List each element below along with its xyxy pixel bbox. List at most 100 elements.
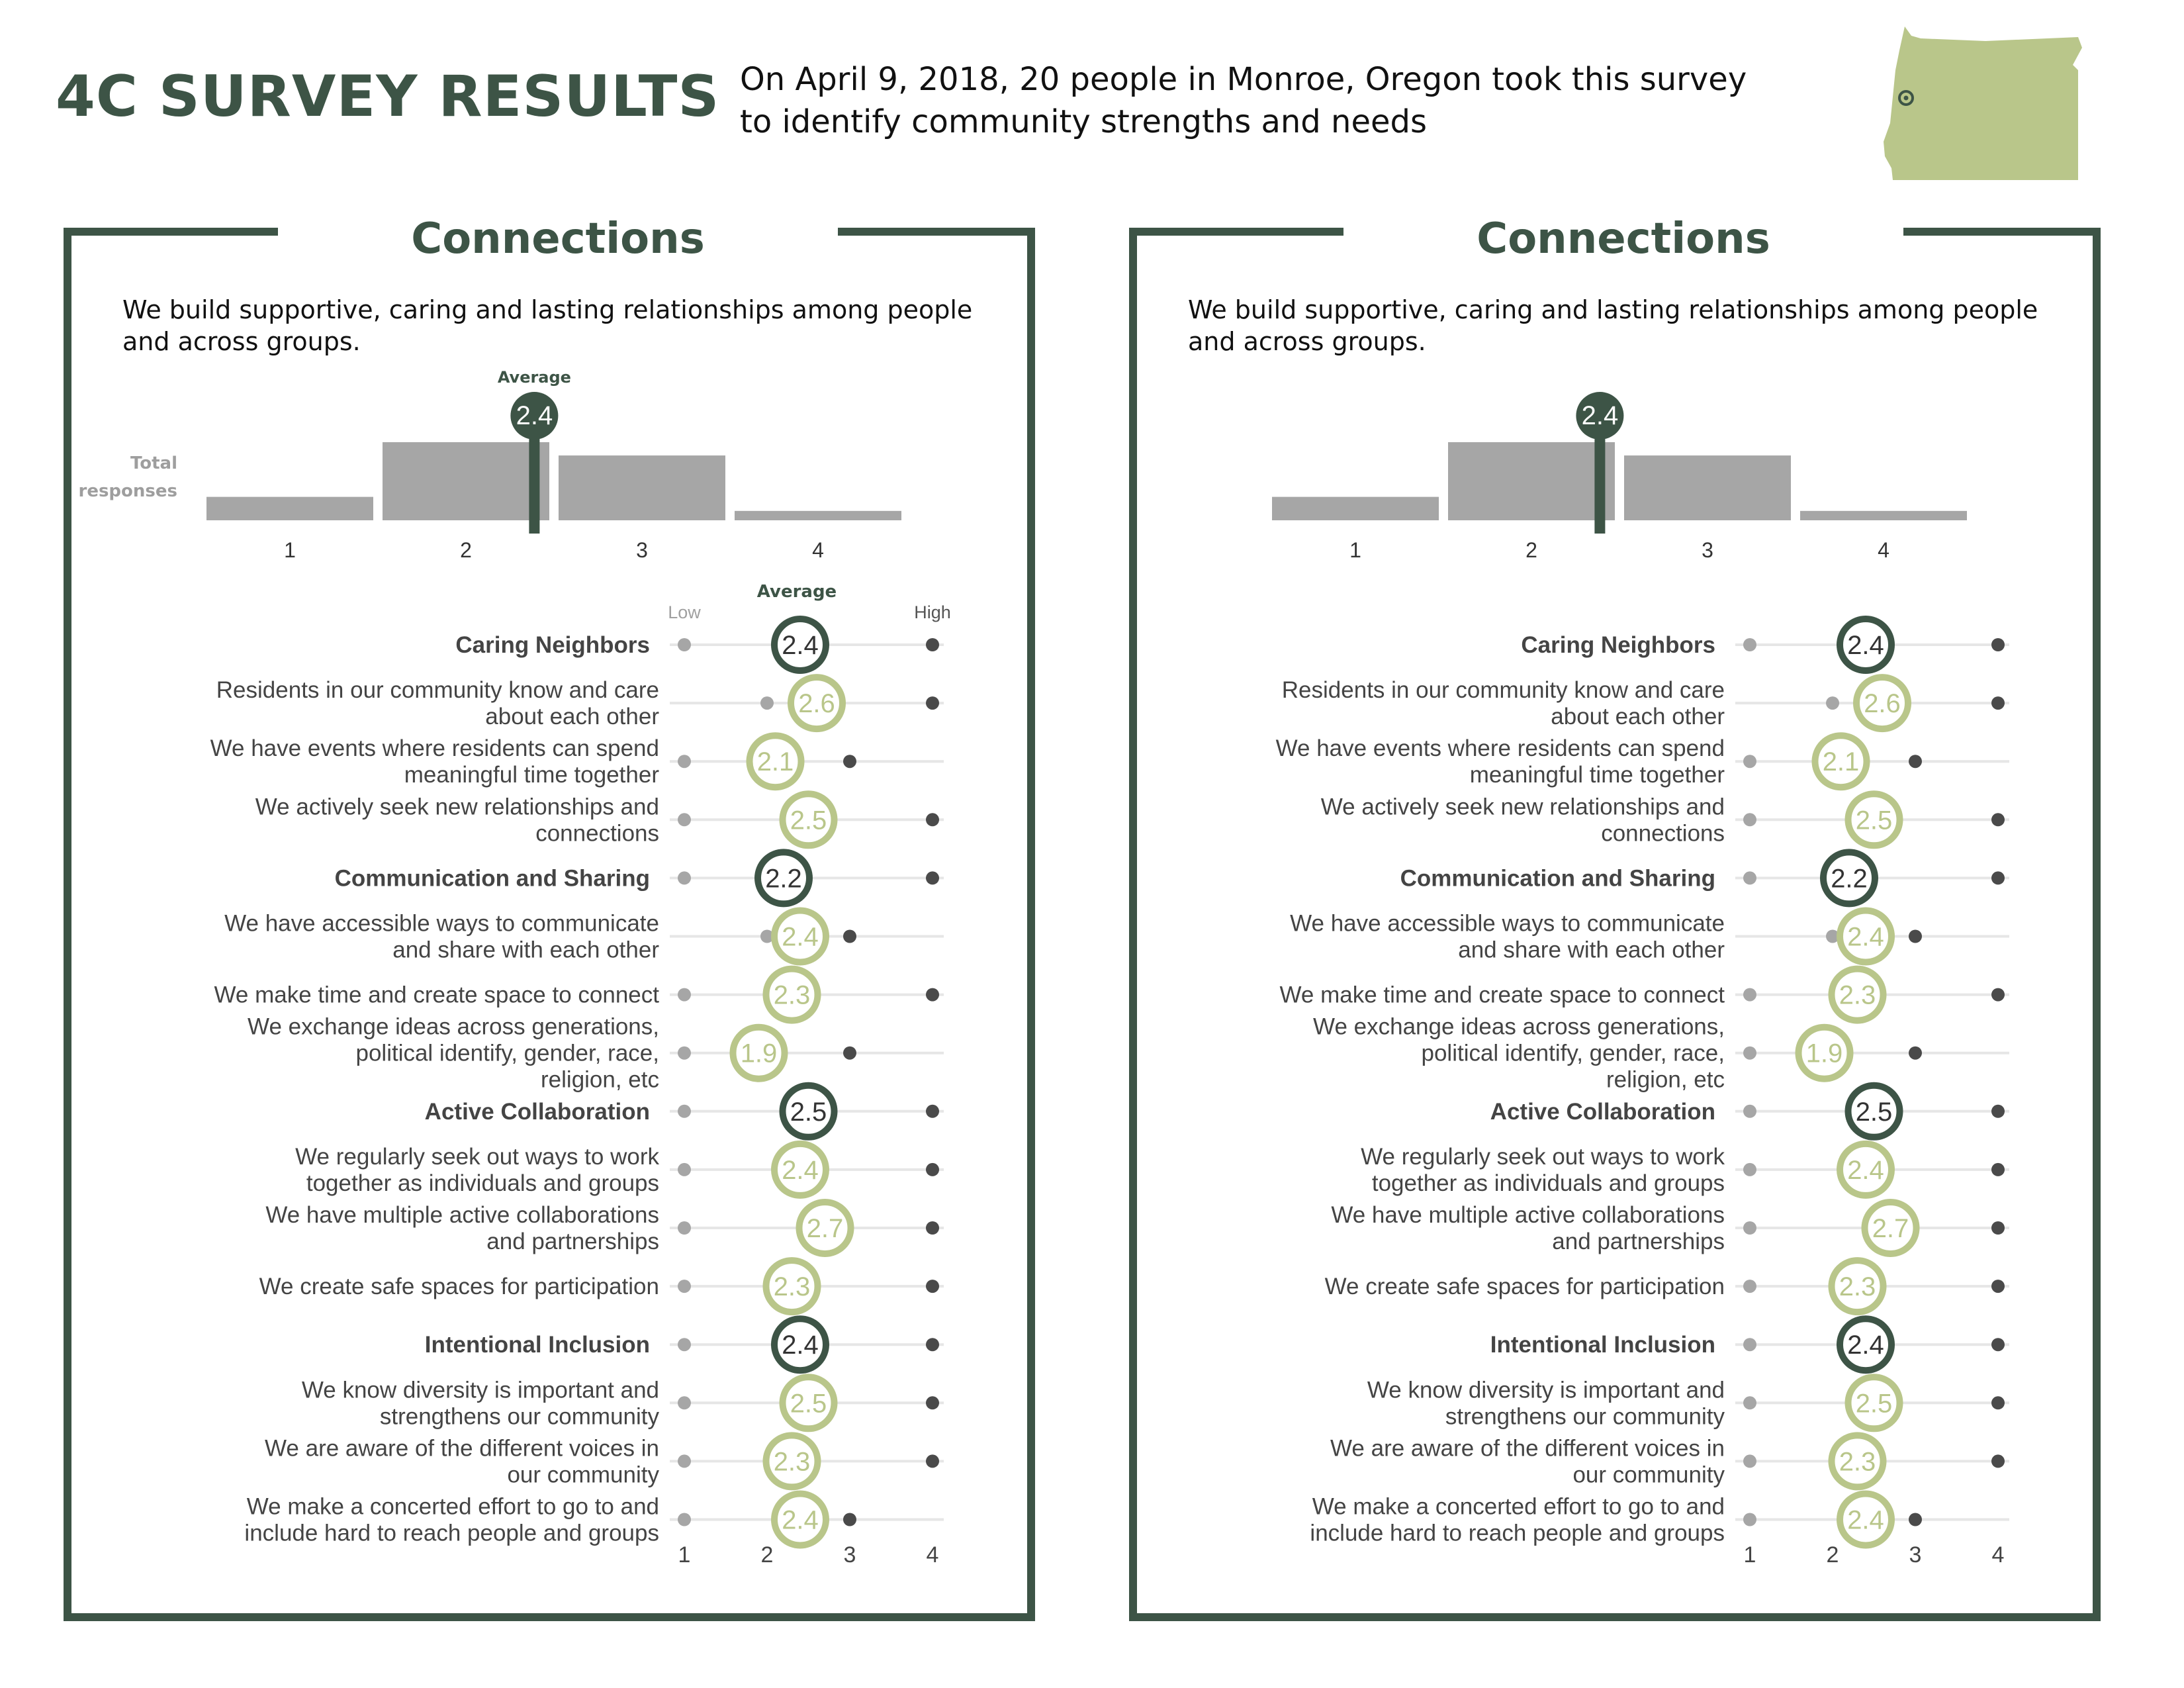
item-row: We make time and create space to connect…: [214, 965, 944, 1024]
high-score-dot: [926, 871, 939, 885]
average-score-ring: [746, 732, 805, 791]
low-score-dot: [1743, 1280, 1756, 1293]
dot-plot-tick-label: 1: [1744, 1542, 1756, 1568]
item-label: We have events where residents can spend: [210, 735, 659, 761]
item-label: meaningful time together: [1470, 762, 1725, 788]
item-row: We know diversity is important andstreng…: [302, 1374, 944, 1432]
high-score-dot: [1991, 1396, 2005, 1410]
average-score-value: 2.4: [782, 631, 819, 660]
item-label: We are aware of the different voices in: [1330, 1435, 1725, 1461]
category-row: Intentional Inclusion 2.4: [1490, 1315, 2009, 1374]
category-row: Intentional Inclusion 2.4: [425, 1315, 944, 1374]
low-score-dot: [1743, 1454, 1756, 1468]
item-label: We regularly seek out ways to work: [295, 1144, 659, 1170]
high-score-dot: [1991, 1280, 2005, 1293]
average-score-value: 2.7: [807, 1214, 844, 1243]
average-score-ring: [729, 1023, 788, 1082]
low-score-dot: [678, 988, 691, 1002]
average-score-value: 2.5: [790, 1098, 827, 1127]
low-score-dot: [1743, 1396, 1756, 1410]
item-row: We regularly seek out ways to worktogeth…: [1361, 1140, 2009, 1199]
average-score-ring: [1837, 907, 1895, 966]
bar-tick-label: 3: [636, 538, 648, 562]
average-score-value: 2.5: [790, 806, 827, 835]
high-score-dot: [1991, 988, 2005, 1002]
total-responses-bar-chart: 1 2 3 4 2.4 Average Total responses: [79, 368, 901, 562]
average-score-value: 2.3: [774, 1272, 811, 1301]
average-score-value: 2.4: [1847, 1331, 1884, 1360]
high-score-dot: [843, 1513, 856, 1526]
panel-title-wrap: Connections: [278, 209, 838, 269]
low-score-dot: [678, 813, 691, 827]
category-row: Active Collaboration 2.5: [1490, 1082, 2009, 1141]
item-row: We actively seek new relationships andco…: [255, 790, 944, 849]
average-score-value: 2.3: [1839, 1447, 1876, 1476]
location-marker-dot: [1903, 95, 1909, 101]
item-row: We actively seek new relationships andco…: [1321, 790, 2009, 849]
high-score-dot: [926, 813, 939, 827]
average-score-ring: [762, 1432, 821, 1491]
panel-description-line-1: We build supportive, caring and lasting …: [122, 295, 973, 324]
category-row: Caring Neighbors 2.4: [455, 616, 944, 674]
average-score-ring: [762, 1257, 821, 1316]
dot-plot-tick-label: 2: [761, 1542, 774, 1568]
average-score-ring: [771, 1140, 829, 1199]
average-score-value: 2.7: [1872, 1214, 1909, 1243]
category-row: Active Collaboration 2.5: [425, 1082, 944, 1141]
high-score-dot: [1991, 813, 2005, 827]
high-score-dot: [1909, 929, 1922, 943]
item-label: include hard to reach people and groups: [244, 1521, 659, 1546]
item-label: our community: [507, 1462, 659, 1487]
panel-description-line-2: and across groups.: [122, 327, 361, 356]
responses-caption: responses: [79, 481, 178, 501]
panel-description-line-2: and across groups.: [1188, 327, 1426, 356]
item-label: political identify, gender, race,: [1421, 1041, 1725, 1066]
low-score-dot: [1743, 638, 1756, 651]
average-score-value: 1.9: [1806, 1039, 1843, 1068]
item-row: Residents in our community know and care…: [1282, 674, 2009, 733]
category-label: Communication and Sharing: [335, 865, 650, 891]
average-score-ring: [754, 849, 813, 908]
high-score-dot: [1991, 1104, 2005, 1118]
page-title: 4C SURVEY RESULTS: [56, 64, 720, 130]
category-label: Caring Neighbors: [1521, 632, 1715, 658]
item-label: our community: [1572, 1462, 1725, 1487]
average-score-value: 2.5: [790, 1389, 827, 1418]
item-row: We make a concerted effort to go to andi…: [1310, 1490, 2009, 1549]
high-score-dot: [1991, 1221, 2005, 1235]
item-label: Residents in our community know and care: [216, 677, 659, 703]
response-bar-1: [1272, 496, 1439, 520]
average-score-ring: [1844, 1082, 1903, 1141]
average-score-value: 2.1: [1823, 747, 1860, 776]
high-score-dot: [1909, 1046, 1922, 1060]
total-caption: Total: [130, 453, 177, 473]
category-label: Caring Neighbors: [455, 632, 650, 658]
low-score-dot: [678, 1046, 691, 1060]
item-label: and share with each other: [392, 937, 659, 963]
response-bar-1: [206, 496, 373, 520]
low-score-dot: [678, 1162, 691, 1176]
average-score-ring: [779, 1374, 838, 1432]
average-score-value: 2.4: [782, 923, 819, 952]
item-label: about each other: [485, 704, 659, 729]
item-label: We exchange ideas across generations,: [1313, 1014, 1725, 1040]
category-label: Active Collaboration: [1490, 1099, 1715, 1125]
average-score-value: 2.5: [1856, 806, 1893, 835]
low-score-dot: [678, 871, 691, 885]
low-score-dot: [678, 1280, 691, 1293]
connections-panel-right: Connections We build supportive, caring …: [1129, 209, 2101, 1621]
item-label: and share with each other: [1458, 937, 1725, 963]
high-score-dot: [843, 755, 856, 769]
item-row: We make a concerted effort to go to andi…: [244, 1490, 944, 1549]
average-score-ring: [771, 1315, 829, 1374]
dot-average-caption: Average: [757, 582, 837, 602]
high-score-dot: [926, 988, 939, 1002]
item-label: religion, etc: [1606, 1067, 1725, 1093]
panel-charts: 1 2 3 4 2.4 Average Total responses Average Low Hi…: [79, 368, 951, 1568]
panel-title: Connections: [1477, 214, 1770, 263]
bar-tick-label: 2: [1525, 538, 1537, 562]
average-marker-value: 2.4: [1582, 401, 1619, 430]
high-score-dot: [926, 696, 939, 710]
high-score-dot: [926, 1162, 939, 1176]
average-score-value: 2.4: [1847, 1506, 1884, 1535]
